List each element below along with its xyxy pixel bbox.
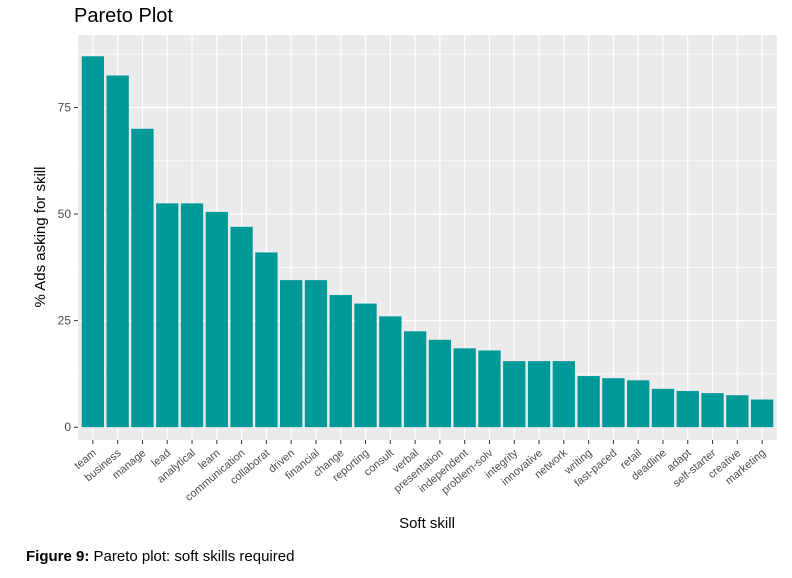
chart-title: Pareto Plot: [74, 5, 173, 27]
bar-verbal: [403, 331, 427, 428]
bar-marketing: [750, 399, 774, 428]
bar-financial: [304, 280, 328, 428]
y-tick-label: 25: [58, 314, 72, 328]
y-tick-label: 0: [64, 420, 71, 434]
y-axis: 0 25 50 75: [58, 100, 78, 434]
bar-team: [81, 56, 105, 428]
bar-self-starter: [701, 393, 724, 428]
bar-communication: [230, 226, 253, 428]
bar-deadline: [651, 388, 675, 428]
x-axis-title: Soft skill: [399, 515, 455, 532]
y-tick-label: 50: [58, 207, 72, 221]
bar-creative: [726, 395, 749, 428]
caption-label: Figure 9:: [26, 548, 90, 565]
bar-analytical: [180, 203, 204, 428]
bar-reporting: [354, 303, 377, 428]
bar-network: [552, 361, 575, 428]
bar-problem-solv: [478, 350, 501, 428]
bar-integrity: [503, 361, 526, 428]
bar-presentation: [428, 339, 452, 428]
bar-writing: [577, 376, 600, 428]
bar-innovative: [527, 361, 551, 428]
bar-lead: [156, 203, 179, 428]
bar-change: [329, 295, 352, 428]
y-tick-label: 75: [58, 100, 72, 114]
bar-fast-paced: [602, 378, 625, 428]
y-axis-title: % Ads asking for skill: [32, 167, 49, 308]
bar-collaborat: [255, 252, 278, 428]
bar-independent: [453, 348, 476, 428]
bar-driven: [280, 280, 303, 428]
figure-caption: Figure 9: Pareto plot: soft skills requi…: [26, 548, 294, 565]
bar-learn: [205, 211, 228, 428]
bar-manage: [131, 128, 154, 428]
bars: [81, 56, 774, 428]
caption-text: Pareto plot: soft skills required: [89, 548, 295, 565]
bar-consult: [379, 316, 402, 428]
bar-retail: [627, 380, 650, 428]
bar-adapt: [676, 390, 699, 428]
bar-business: [106, 75, 129, 428]
